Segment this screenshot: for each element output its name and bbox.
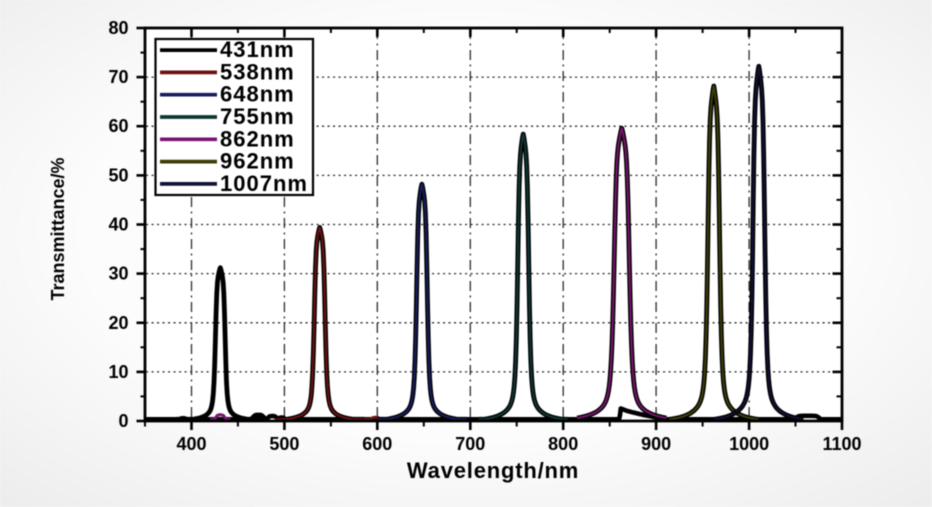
svg-text:0: 0 <box>118 411 128 431</box>
svg-text:648nm: 648nm <box>220 82 295 107</box>
svg-text:30: 30 <box>108 264 128 284</box>
svg-text:80: 80 <box>108 18 128 38</box>
svg-text:1100: 1100 <box>822 434 861 454</box>
svg-text:862nm: 862nm <box>220 126 295 151</box>
svg-text:20: 20 <box>108 313 128 333</box>
svg-text:962nm: 962nm <box>220 149 295 174</box>
svg-text:431nm: 431nm <box>220 37 295 62</box>
svg-text:Wavelength/nm: Wavelength/nm <box>407 458 579 483</box>
svg-text:538nm: 538nm <box>220 59 295 84</box>
svg-text:50: 50 <box>108 165 128 185</box>
svg-text:900: 900 <box>641 434 671 454</box>
svg-text:755nm: 755nm <box>220 104 295 129</box>
svg-text:500: 500 <box>269 434 299 454</box>
svg-text:40: 40 <box>108 215 128 235</box>
svg-text:1007nm: 1007nm <box>220 171 308 196</box>
svg-text:60: 60 <box>108 116 128 136</box>
svg-text:400: 400 <box>176 434 206 454</box>
svg-text:70: 70 <box>108 67 128 87</box>
svg-text:10: 10 <box>108 362 128 382</box>
svg-text:800: 800 <box>548 434 578 454</box>
svg-text:Transmittance/%: Transmittance/% <box>48 157 68 300</box>
svg-text:700: 700 <box>455 434 485 454</box>
svg-text:600: 600 <box>362 434 392 454</box>
svg-text:1000: 1000 <box>729 434 769 454</box>
